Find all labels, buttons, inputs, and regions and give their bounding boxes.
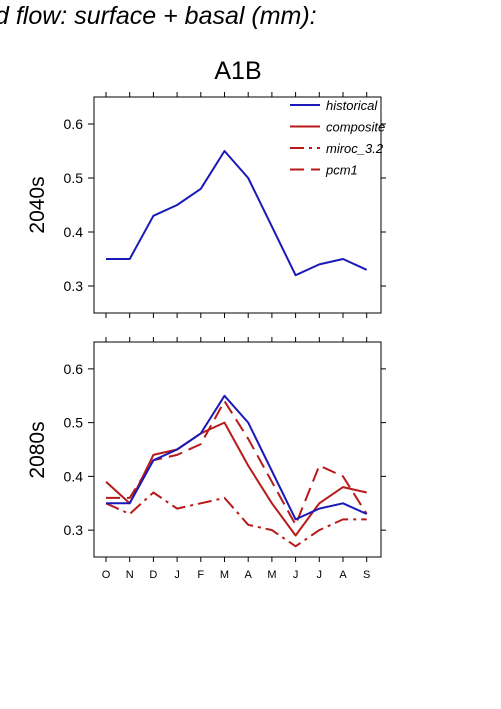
legend-label: composite xyxy=(326,120,385,135)
y-tick-label: 0.3 xyxy=(64,278,84,294)
x-tick-label: N xyxy=(126,569,134,581)
x-tick-label: F xyxy=(197,569,204,581)
x-tick-label: J xyxy=(317,569,323,581)
series-line-miroc-3-2 xyxy=(105,491,367,548)
x-tick-label: D xyxy=(149,569,157,581)
series-line-historical xyxy=(106,394,368,521)
scenario-title: A1B xyxy=(214,57,262,85)
legend-label: miroc_3.2 xyxy=(326,141,384,156)
series-line-historical xyxy=(106,150,368,277)
series-line-pcm1 xyxy=(106,400,368,526)
plot-frame-2040s xyxy=(93,96,382,314)
x-tick-label: A xyxy=(339,569,347,581)
panel-label-2040s: 2040s xyxy=(26,176,49,233)
panel-label-2080s: 2080s xyxy=(26,421,49,478)
x-tick-label: S xyxy=(363,569,370,581)
x-tick-label: M xyxy=(267,569,276,581)
x-tick-label: J xyxy=(174,569,180,581)
plot-frame-2080s xyxy=(93,341,382,558)
y-tick-label: 0.6 xyxy=(64,361,84,377)
series-line-composite xyxy=(105,421,367,537)
page-title: d flow: surface + basal (mm): xyxy=(0,2,317,30)
x-tick-label: J xyxy=(293,569,299,581)
x-tick-label: O xyxy=(102,569,111,581)
legend-label: pcm1 xyxy=(325,163,358,178)
y-tick-label: 0.5 xyxy=(64,170,84,186)
y-tick-label: 0.3 xyxy=(64,522,84,538)
y-tick-label: 0.4 xyxy=(64,224,84,240)
y-tick-label: 0.4 xyxy=(64,468,84,484)
y-tick-label: 0.5 xyxy=(64,415,84,431)
x-tick-label: A xyxy=(245,569,253,581)
y-tick-label: 0.6 xyxy=(64,116,84,132)
legend-label: historical xyxy=(326,98,378,113)
x-tick-label: M xyxy=(220,569,229,581)
